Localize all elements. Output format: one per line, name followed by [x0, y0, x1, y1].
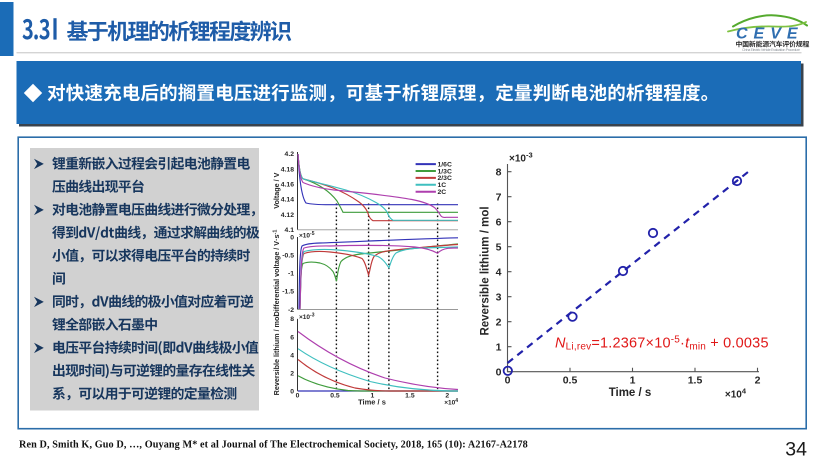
svg-text:1/6C: 1/6C [438, 161, 452, 168]
svg-text:Ren D, Smith K, Guo D, …, Ouya: Ren D, Smith K, Guo D, …, Ouyang M* et a… [19, 439, 528, 450]
svg-text:0.5: 0.5 [563, 375, 578, 387]
svg-text:4.2: 4.2 [285, 151, 295, 158]
svg-text:0.5: 0.5 [330, 392, 340, 399]
svg-text:China Electric Vehicle Evaluat: China Electric Vehicle Evaluation Proced… [742, 48, 800, 52]
svg-text:1: 1 [371, 392, 375, 399]
svg-text:4.1: 4.1 [285, 227, 295, 234]
svg-text:NLi,rev=1.2367×10-5·tmin + 0.0: NLi,rev=1.2367×10-5·tmin + 0.0035 [555, 335, 769, 353]
svg-text:Time / s: Time / s [358, 398, 386, 407]
svg-text:Differential voltage / V·s-1: Differential voltage / V·s-1 [272, 230, 281, 317]
svg-text:-0.5: -0.5 [282, 252, 294, 259]
svg-text:Reversible lithium / mol: Reversible lithium / mol [272, 315, 281, 396]
svg-text:4: 4 [496, 266, 502, 278]
svg-text:×104: ×104 [725, 387, 747, 401]
svg-text:CEVE: CEVE [736, 26, 804, 43]
svg-text:34: 34 [785, 439, 807, 461]
svg-text:6: 6 [496, 216, 502, 228]
svg-text:2: 2 [290, 370, 294, 377]
svg-text:0: 0 [296, 392, 300, 399]
svg-text:1.5: 1.5 [688, 375, 703, 387]
svg-text:2/3C: 2/3C [438, 175, 452, 182]
svg-text:3: 3 [496, 291, 502, 303]
svg-text:6: 6 [290, 334, 294, 341]
svg-text:4.12: 4.12 [281, 212, 294, 219]
svg-text:7: 7 [496, 191, 502, 203]
svg-text:8: 8 [290, 316, 294, 323]
svg-text:0: 0 [290, 234, 294, 241]
svg-text:-1.5: -1.5 [282, 289, 294, 296]
svg-text:2: 2 [755, 375, 761, 387]
svg-text:×104: ×104 [444, 398, 458, 407]
svg-text:4: 4 [290, 352, 294, 359]
svg-text:1C: 1C [438, 182, 447, 189]
svg-text:1/3C: 1/3C [438, 168, 452, 175]
svg-text:-2: -2 [288, 307, 294, 314]
svg-text:1: 1 [630, 375, 636, 387]
svg-text:8: 8 [496, 166, 502, 178]
svg-text:4.16: 4.16 [281, 182, 294, 189]
svg-text:0: 0 [290, 388, 294, 395]
svg-text:-1: -1 [288, 271, 294, 278]
svg-text:Time / s: Time / s [609, 387, 652, 399]
svg-text:4.14: 4.14 [281, 197, 294, 204]
svg-text:2: 2 [496, 316, 502, 328]
svg-text:4.18: 4.18 [281, 166, 294, 173]
svg-text:0: 0 [496, 366, 502, 378]
svg-text:5: 5 [496, 241, 502, 253]
svg-text:×10-5: ×10-5 [299, 231, 315, 240]
svg-text:2: 2 [445, 392, 449, 399]
svg-text:Voltage / V: Voltage / V [272, 172, 281, 208]
svg-text:Reversible lithium / mol: Reversible lithium / mol [480, 206, 492, 335]
svg-text:1.5: 1.5 [405, 392, 415, 399]
svg-text:2C: 2C [438, 189, 447, 196]
svg-text:×10-3: ×10-3 [299, 313, 315, 322]
svg-text:0: 0 [505, 375, 511, 387]
svg-text:1: 1 [496, 341, 502, 353]
